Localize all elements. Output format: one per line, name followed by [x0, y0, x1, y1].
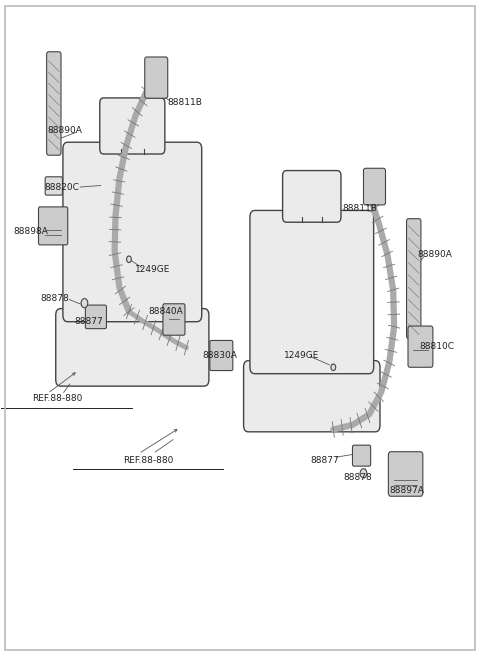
Text: REF.88-880: REF.88-880: [32, 394, 83, 403]
Text: 1249GE: 1249GE: [284, 351, 319, 360]
FancyBboxPatch shape: [407, 218, 421, 338]
Text: 88840A: 88840A: [148, 307, 183, 316]
FancyBboxPatch shape: [363, 169, 385, 205]
Text: 88877: 88877: [75, 317, 104, 326]
Text: 88811B: 88811B: [342, 205, 377, 213]
Text: 88878: 88878: [40, 294, 69, 303]
Text: 88830A: 88830A: [203, 351, 237, 360]
FancyBboxPatch shape: [250, 211, 373, 374]
FancyBboxPatch shape: [408, 326, 433, 367]
Circle shape: [360, 469, 367, 478]
Text: 88878: 88878: [343, 473, 372, 482]
FancyBboxPatch shape: [85, 305, 107, 329]
FancyBboxPatch shape: [63, 142, 202, 321]
Circle shape: [127, 256, 132, 262]
FancyBboxPatch shape: [283, 171, 341, 222]
FancyBboxPatch shape: [56, 308, 209, 386]
FancyBboxPatch shape: [45, 176, 62, 195]
FancyBboxPatch shape: [100, 98, 165, 154]
FancyBboxPatch shape: [163, 304, 185, 335]
Text: 88811B: 88811B: [168, 98, 203, 107]
FancyBboxPatch shape: [210, 340, 233, 371]
Text: 88810C: 88810C: [420, 342, 455, 351]
Text: 88890A: 88890A: [418, 250, 453, 259]
Text: 88890A: 88890A: [48, 126, 83, 134]
FancyBboxPatch shape: [243, 361, 380, 432]
FancyBboxPatch shape: [352, 445, 371, 466]
FancyBboxPatch shape: [145, 57, 168, 98]
Text: 1249GE: 1249GE: [135, 264, 170, 274]
FancyBboxPatch shape: [38, 207, 68, 245]
FancyBboxPatch shape: [388, 452, 423, 496]
Text: 88897A: 88897A: [389, 486, 424, 495]
Text: 88820C: 88820C: [45, 183, 79, 192]
Text: REF.88-880: REF.88-880: [123, 456, 173, 464]
Text: 88877: 88877: [311, 456, 339, 464]
FancyBboxPatch shape: [47, 52, 61, 155]
Text: 88898A: 88898A: [13, 226, 48, 236]
Circle shape: [331, 364, 336, 371]
Circle shape: [81, 298, 88, 308]
